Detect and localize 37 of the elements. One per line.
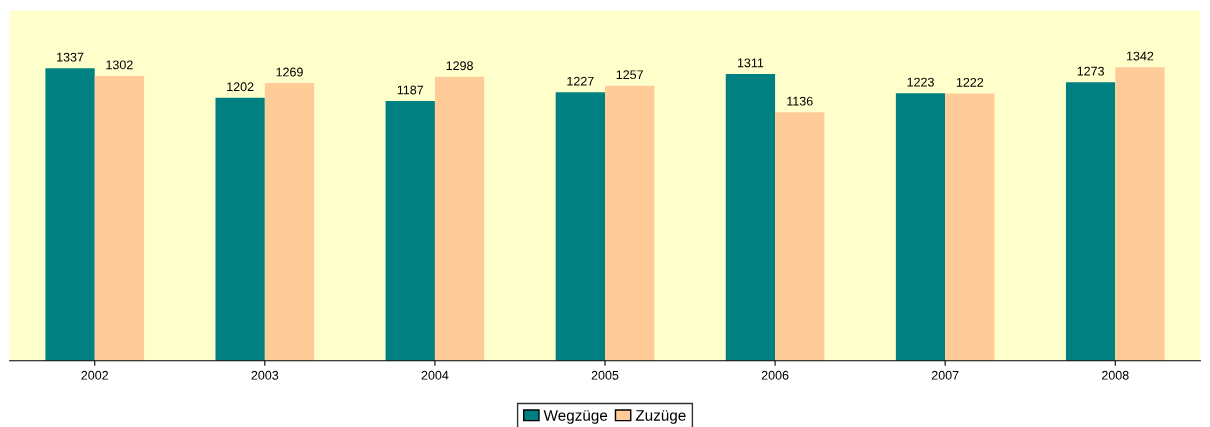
bar bbox=[725, 73, 776, 361]
data-label: 1269 bbox=[276, 67, 303, 77]
bar bbox=[895, 93, 946, 361]
data-label: 1222 bbox=[956, 77, 984, 87]
data-label: 1302 bbox=[106, 60, 133, 70]
bar bbox=[1115, 67, 1165, 361]
bar bbox=[385, 101, 435, 361]
data-label: 1273 bbox=[1077, 66, 1104, 76]
bar bbox=[775, 112, 825, 361]
x-tick-label: 2003 bbox=[251, 370, 279, 380]
data-label: 1187 bbox=[397, 85, 424, 95]
data-label: 1298 bbox=[446, 61, 473, 71]
data-label: 1337 bbox=[57, 52, 84, 62]
bar bbox=[94, 75, 145, 361]
data-label: 1227 bbox=[567, 76, 594, 86]
data-label: 1223 bbox=[907, 77, 934, 87]
data-label: 1311 bbox=[737, 58, 764, 68]
bar bbox=[945, 93, 995, 361]
data-label: 1202 bbox=[227, 82, 254, 92]
bar bbox=[1065, 82, 1116, 361]
bar bbox=[434, 76, 485, 361]
bar bbox=[555, 92, 605, 361]
x-tick-label: 2008 bbox=[1102, 370, 1129, 380]
data-label: 1257 bbox=[616, 70, 643, 80]
x-tick-label: 2002 bbox=[81, 370, 108, 380]
bar bbox=[215, 97, 265, 361]
x-tick-label: 2007 bbox=[931, 370, 959, 380]
x-tick-label: 2006 bbox=[761, 370, 789, 380]
data-label: 1136 bbox=[787, 96, 813, 106]
bar bbox=[45, 68, 95, 361]
x-tick-label: 2004 bbox=[421, 370, 449, 380]
legend-label: Wegzüge bbox=[543, 410, 608, 424]
bar bbox=[264, 83, 315, 361]
legend-label: Zuzüge bbox=[635, 410, 686, 424]
data-label: 1342 bbox=[1126, 51, 1154, 61]
x-tick-label: 2005 bbox=[591, 370, 619, 380]
bar bbox=[605, 85, 655, 361]
